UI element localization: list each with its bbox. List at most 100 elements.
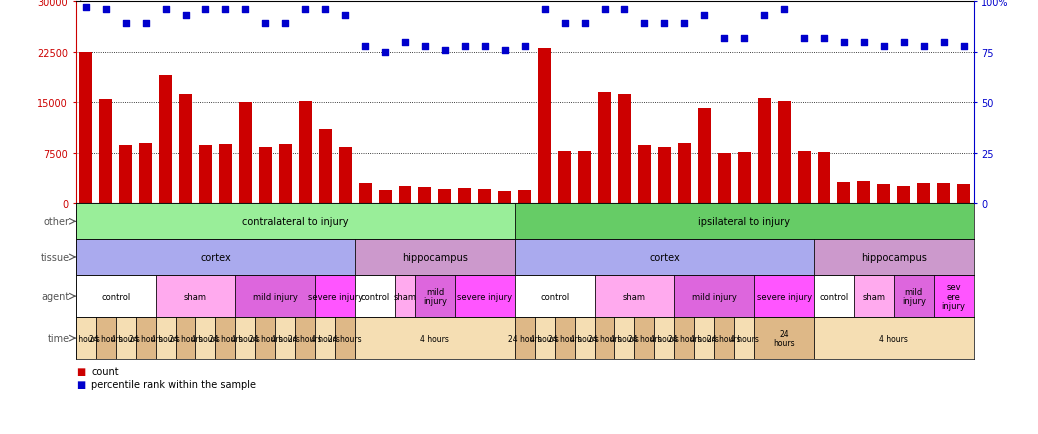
Bar	[598, 93, 611, 204]
Bar	[894, 275, 934, 318]
Text: count: count	[91, 366, 119, 376]
Text: ■: ■	[76, 366, 85, 376]
Bar	[316, 318, 335, 359]
Point	[836, 39, 852, 46]
Text: sev
ere
injury: sev ere injury	[941, 282, 965, 311]
Text: 4 hours: 4 hours	[191, 334, 220, 343]
Point	[357, 43, 374, 50]
Point	[416, 43, 433, 50]
Bar	[279, 145, 292, 204]
Bar	[498, 191, 512, 204]
Bar	[658, 148, 671, 204]
Bar	[355, 240, 515, 275]
Text: 24 hours: 24 hours	[289, 334, 322, 343]
Bar	[937, 184, 950, 204]
Text: 4 hours: 4 hours	[650, 334, 679, 343]
Bar	[614, 318, 634, 359]
Bar	[558, 151, 571, 204]
Point	[756, 13, 772, 20]
Bar	[355, 318, 515, 359]
Bar	[734, 318, 755, 359]
Bar	[239, 103, 252, 204]
Bar	[578, 151, 591, 204]
Point	[636, 21, 653, 28]
Text: 4 hours: 4 hours	[690, 334, 718, 343]
Text: agent: agent	[42, 292, 70, 301]
Point	[676, 21, 692, 28]
Text: 4 hours: 4 hours	[730, 334, 759, 343]
Bar	[777, 102, 791, 204]
Text: 4 hours: 4 hours	[72, 334, 101, 343]
Text: hippocampus: hippocampus	[402, 253, 468, 262]
Point	[596, 7, 612, 14]
Text: ■: ■	[76, 379, 85, 389]
Bar	[76, 318, 95, 359]
Bar	[738, 152, 750, 204]
Bar	[275, 318, 295, 359]
Text: 4 hours: 4 hours	[310, 334, 339, 343]
Bar	[159, 76, 172, 204]
Point	[617, 7, 633, 14]
Text: control: control	[819, 292, 849, 301]
Text: cortex: cortex	[649, 253, 680, 262]
Text: 4 hours: 4 hours	[420, 334, 449, 343]
Bar	[115, 318, 136, 359]
Text: 24 hours: 24 hours	[169, 334, 202, 343]
Bar	[179, 95, 192, 204]
Bar	[79, 53, 92, 204]
Bar	[418, 188, 432, 204]
Bar	[714, 318, 734, 359]
Text: 4 hours: 4 hours	[230, 334, 260, 343]
Text: GDS1795 / rc_AA858621_at: GDS1795 / rc_AA858621_at	[18, 0, 191, 1]
Point	[377, 49, 393, 56]
Text: percentile rank within the sample: percentile rank within the sample	[91, 379, 256, 389]
Text: 4 hours: 4 hours	[530, 334, 559, 343]
Point	[916, 43, 932, 50]
Bar	[156, 275, 236, 318]
Text: sham: sham	[623, 292, 646, 301]
Bar	[459, 188, 471, 204]
Bar	[299, 102, 311, 204]
Bar	[595, 275, 675, 318]
Point	[157, 7, 173, 14]
Point	[257, 21, 274, 28]
Bar	[255, 318, 275, 359]
Bar	[957, 184, 971, 204]
Bar	[838, 182, 850, 204]
Bar	[575, 318, 595, 359]
Text: 24 hours: 24 hours	[248, 334, 282, 343]
Text: 4 hours: 4 hours	[610, 334, 639, 343]
Point	[736, 35, 753, 42]
Bar	[758, 99, 770, 204]
Bar	[219, 145, 231, 204]
Bar	[814, 240, 974, 275]
Point	[955, 43, 972, 50]
Bar	[515, 204, 974, 240]
Bar	[877, 184, 891, 204]
Bar	[399, 187, 411, 204]
Bar	[814, 318, 974, 359]
Bar	[535, 318, 554, 359]
Point	[457, 43, 473, 50]
Bar	[554, 318, 575, 359]
Text: severe injury: severe injury	[458, 292, 513, 301]
Bar	[918, 184, 930, 204]
Bar	[634, 318, 654, 359]
Bar	[814, 275, 854, 318]
Text: severe injury: severe injury	[757, 292, 812, 301]
Text: other: other	[44, 217, 70, 227]
Point	[656, 21, 673, 28]
Text: mild injury: mild injury	[691, 292, 737, 301]
Text: 24
hours: 24 hours	[773, 329, 795, 348]
Bar	[335, 318, 355, 359]
Point	[576, 21, 593, 28]
Text: tissue: tissue	[40, 253, 70, 262]
Text: 24 hours: 24 hours	[548, 334, 581, 343]
Bar	[515, 240, 814, 275]
Bar	[455, 275, 515, 318]
Bar	[854, 275, 894, 318]
Point	[336, 13, 353, 20]
Text: 4 hours: 4 hours	[111, 334, 140, 343]
Bar	[76, 204, 515, 240]
Bar	[139, 143, 153, 204]
